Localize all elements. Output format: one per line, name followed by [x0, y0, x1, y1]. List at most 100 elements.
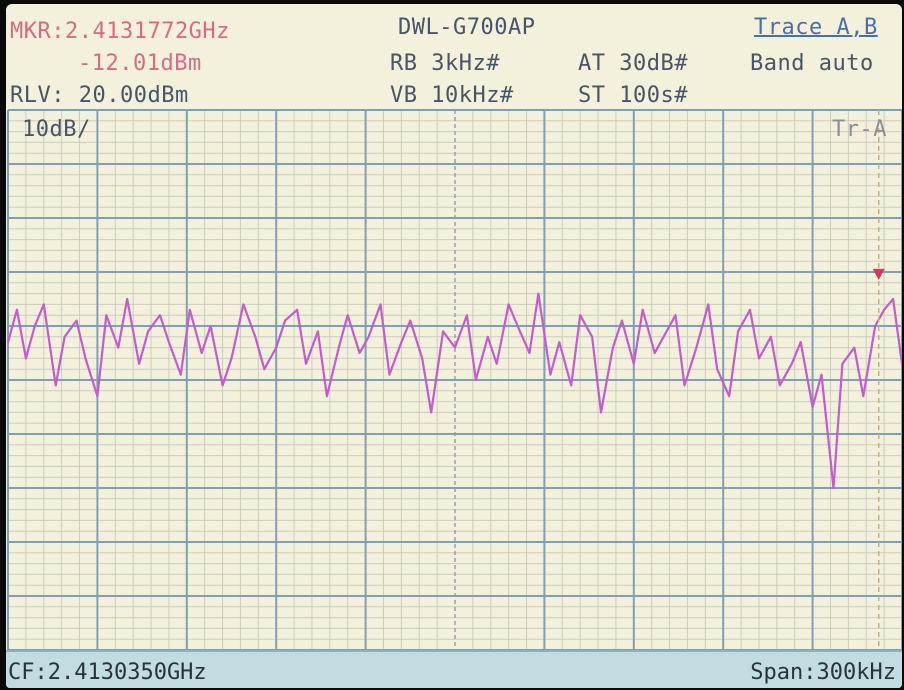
sweep-time: ST 100s# [578, 83, 688, 108]
trace-point [621, 319, 623, 322]
trace-point [188, 309, 191, 311]
device-name: DWL-G700AP [398, 15, 536, 40]
trace-point [230, 357, 233, 360]
trace-point [674, 314, 677, 317]
trace-point [475, 379, 477, 381]
center-frequency: CF:2.4130350GHz [8, 660, 207, 685]
trace-point [832, 487, 835, 489]
trace-point [770, 336, 772, 338]
marker-triangle [872, 268, 885, 280]
trace-point [346, 314, 349, 317]
band-setting[interactable]: Band auto [750, 51, 874, 76]
trace-point [874, 325, 876, 327]
trace-point [54, 384, 57, 387]
trace-point [388, 373, 391, 376]
trace-a [6, 292, 902, 490]
trace-point [284, 319, 286, 322]
trace-point [200, 352, 203, 354]
trace-point [600, 411, 602, 414]
trace-point [662, 336, 665, 338]
trace-point [653, 352, 656, 354]
trace-point [853, 346, 856, 349]
trace-point [379, 303, 382, 306]
trace-menu-button[interactable]: Trace A,B [754, 15, 878, 40]
trace-point [42, 303, 45, 306]
trace-point [84, 357, 87, 360]
trace-point [75, 319, 78, 322]
trace-point [254, 336, 257, 338]
trace-point [96, 395, 99, 398]
trace-point [612, 346, 614, 349]
trace-point [209, 325, 212, 327]
marker-level: -12.01dBm [78, 51, 202, 76]
trace-point [841, 363, 844, 365]
trace-point [537, 292, 540, 295]
trace-point [811, 406, 814, 408]
resolution-bandwidth: RB 3kHz# [390, 51, 500, 76]
trace-point [779, 384, 781, 387]
trace-point [901, 363, 902, 365]
trace-point [454, 346, 456, 349]
trace-point [790, 363, 793, 365]
trace-point [138, 363, 140, 365]
major-grid [7, 109, 902, 651]
trace-point [126, 298, 128, 300]
trace-point [579, 314, 581, 317]
trace-point [820, 373, 823, 376]
trace-point [296, 309, 298, 311]
marker [872, 110, 885, 650]
trace-point [528, 352, 531, 354]
trace-point [400, 341, 403, 344]
trace-point [716, 368, 719, 371]
marker-frequency: MKR:2.4131772GHz [10, 19, 230, 44]
trace-point [758, 357, 760, 360]
footer-bar: CF:2.4130350GHz Span:300kHz [6, 650, 902, 688]
trace-point [242, 303, 245, 306]
trace-point [105, 314, 108, 317]
trace-point [486, 336, 489, 338]
trace-point [305, 363, 307, 365]
trace-point [337, 346, 340, 349]
trace-point [749, 309, 751, 311]
trace-point [728, 395, 730, 398]
trace-point [168, 341, 170, 344]
trace-point [558, 341, 561, 344]
trace-point [317, 330, 319, 333]
trace-point [549, 373, 552, 376]
trace-point [63, 336, 66, 338]
trace-point [16, 309, 18, 311]
reference-level: RLV: 20.00dBm [10, 83, 189, 108]
trace-point [442, 330, 444, 333]
trace-point [737, 330, 739, 333]
trace-point [180, 373, 182, 376]
trace-point [275, 346, 278, 349]
trace-point [695, 346, 698, 349]
trace-point [633, 363, 635, 365]
trace-point [883, 309, 885, 311]
spectrum-plot [6, 109, 902, 651]
analyzer-screen: MKR:2.4131772GHz -12.01dBm RLV: 20.00dBm… [6, 4, 902, 688]
trace-point [799, 341, 802, 344]
trace-point [263, 368, 266, 371]
trace-point [507, 303, 510, 306]
trace-point [495, 363, 498, 365]
trace-point [326, 395, 328, 398]
trace-point [892, 298, 894, 300]
trace-point [430, 411, 432, 414]
trace-point [34, 325, 36, 327]
trace-point [641, 309, 644, 311]
trace-point [591, 336, 593, 338]
trace-point [367, 336, 370, 338]
trace-point [421, 357, 424, 360]
trace-point [707, 303, 710, 306]
attenuation: AT 30dB# [578, 51, 688, 76]
trace-point [7, 341, 9, 344]
trace-point [25, 357, 27, 360]
span: Span:300kHz [750, 660, 896, 685]
trace-point [862, 395, 865, 398]
trace-label: Tr-A [832, 117, 887, 142]
video-bandwidth: VB 10kHz# [390, 83, 514, 108]
trace-point [117, 346, 120, 349]
trace-point [409, 319, 412, 322]
trace-point [466, 314, 468, 317]
